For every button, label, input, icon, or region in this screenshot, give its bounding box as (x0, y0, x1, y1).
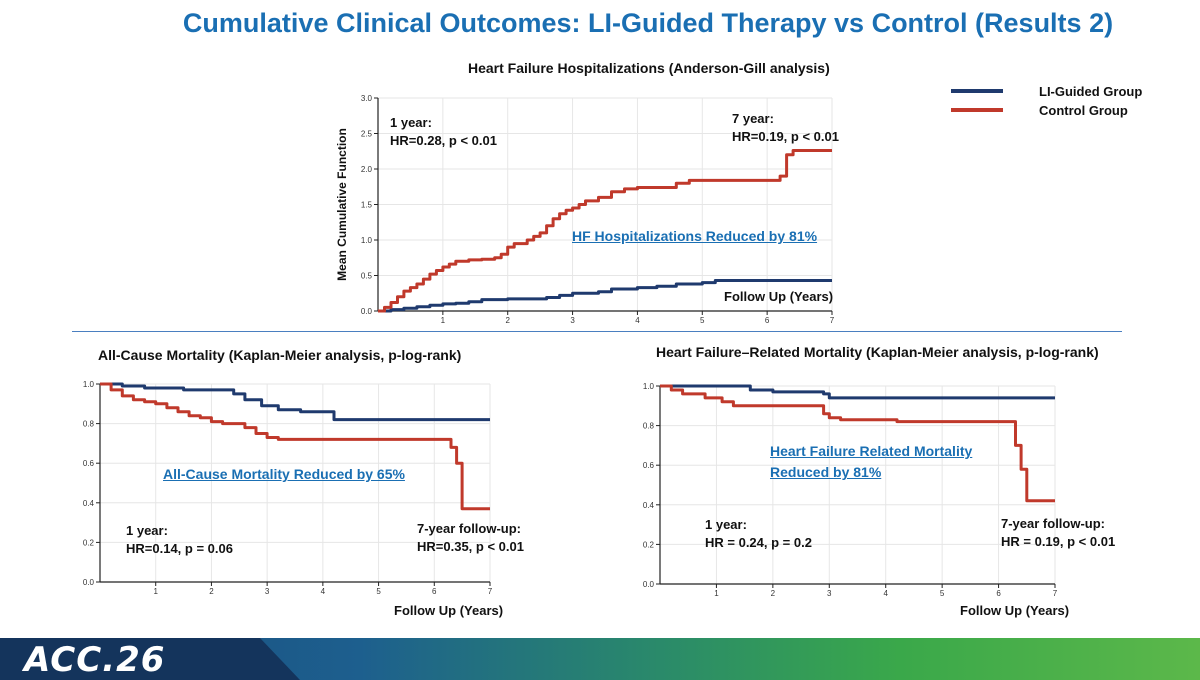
chart1-xtick-label: 4 (635, 316, 640, 325)
chart1-title: Heart Failure Hospitalizations (Anderson… (468, 60, 830, 76)
chart3-ytick-label: 0.8 (643, 422, 655, 431)
chart3-annotation-1yr-line1: 1 year: (705, 517, 747, 532)
chart1-xlabel: Follow Up (Years) (724, 289, 834, 304)
chart1-xtick-label: 2 (505, 316, 510, 325)
chart3-xtick-label: 4 (883, 589, 888, 598)
chart1-annotation-1yr-line1: 1 year: (390, 115, 432, 130)
chart1-xtick-label: 1 (441, 316, 446, 325)
chart2-series-control-group (100, 382, 490, 511)
chart2-xtick-label: 6 (432, 587, 437, 596)
chart1-callout: HF Hospitalizations Reduced by 81% (572, 228, 818, 244)
chart2-xtick-label: 5 (376, 587, 381, 596)
legend-control-label: Control Group (1039, 103, 1128, 118)
chart3-ytick-label: 0.4 (643, 501, 655, 510)
chart1-ylabel: Mean Cumulative Function (335, 128, 349, 281)
chart2-xtick-label: 3 (265, 587, 270, 596)
chart1-ytick-label: 1.5 (361, 201, 373, 210)
chart3-xtick-label: 6 (996, 589, 1001, 598)
all-cause-mortality-chart: 0.0 0.2 0.4 0.6 0.8 1.0 1 2 3 4 5 6 7 (83, 380, 493, 596)
chart2-annotation-1yr-line1: 1 year: (126, 523, 168, 538)
chart1-annotation-1yr: 1 year: HR=0.28, p < 0.01 (390, 114, 497, 150)
hf-hospitalizations-chart: 0.0 0.5 1.0 1.5 2.0 2.5 3.0 1 2 3 4 5 6 7 Mean Cumulat… (335, 94, 835, 325)
chart2-title: All-Cause Mortality (Kaplan-Meier analys… (98, 347, 462, 363)
chart3-series-li-guided-group (660, 384, 1055, 400)
chart1-annotation-7yr: 7 year: HR=0.19, p < 0.01 (732, 110, 839, 146)
chart1-annotation-7yr-line2: HR=0.19, p < 0.01 (732, 129, 839, 144)
chart1-ytick-label: 0.0 (361, 307, 373, 316)
chart2-annotation-7yr: 7-year follow-up: HR=0.35, p < 0.01 (417, 520, 524, 556)
chart2-ytick-label: 0.6 (83, 459, 95, 468)
chart3-xlabel: Follow Up (Years) (960, 603, 1070, 618)
chart1-ytick-label: 2.0 (361, 165, 373, 174)
chart2-annotation-1yr-line2: HR=0.14, p = 0.06 (126, 541, 233, 556)
chart1-xtick-label: 3 (570, 316, 575, 325)
chart3-xtick-label: 5 (940, 589, 945, 598)
chart1-annotation-7yr-line1: 7 year: (732, 111, 774, 126)
chart2-ytick-label: 0.8 (83, 420, 95, 429)
chart3-title: Heart Failure–Related Mortality (Kaplan-… (656, 343, 1126, 362)
chart1-xtick-label: 5 (700, 316, 705, 325)
chart1-ytick-label: 2.5 (361, 130, 373, 139)
footer-logo-panel (0, 638, 300, 680)
chart3-annotation-7yr: 7-year follow-up: HR = 0.19, p < 0.01 (1001, 515, 1115, 551)
chart1-ytick-label: 1.0 (361, 236, 373, 245)
chart2-annotation-1yr: 1 year: HR=0.14, p = 0.06 (126, 522, 233, 558)
slide-title: Cumulative Clinical Outcomes: LI-Guided … (182, 8, 1114, 38)
chart2-xtick-label: 1 (153, 587, 158, 596)
chart2-xtick-label: 2 (209, 587, 214, 596)
chart2-ytick-label: 0.2 (83, 538, 95, 547)
chart1-series-control-group (378, 149, 832, 313)
chart3-callout-text: Heart Failure Related Mortality Reduced … (770, 443, 973, 480)
footer-banner: ACC.26 (0, 638, 1200, 680)
chart3-xtick-label: 1 (714, 589, 719, 598)
chart2-annotation-7yr-line1: 7-year follow-up: (417, 521, 522, 536)
legend-li-guided-label: LI-Guided Group (1039, 84, 1143, 99)
legend-li-guided-swatch (951, 89, 1003, 93)
chart3-xtick-label: 7 (1053, 589, 1058, 598)
chart2-annotation-7yr-line2: HR=0.35, p < 0.01 (417, 539, 524, 554)
chart3-series-control-group (660, 384, 1055, 503)
chart1-annotation-1yr-line2: HR=0.28, p < 0.01 (390, 133, 497, 148)
section-divider (72, 331, 1122, 332)
chart1-ytick-label: 3.0 (361, 94, 373, 103)
chart3-annotation-1yr-line2: HR = 0.24, p = 0.2 (705, 535, 812, 550)
chart3-callout: Heart Failure Related Mortality Reduced … (770, 441, 1010, 483)
chart2-xtick-label: 7 (488, 587, 493, 596)
chart3-title-text: Heart Failure–Related Mortality (Kaplan-… (656, 344, 1099, 360)
chart2-ytick-label: 0.4 (83, 499, 95, 508)
chart2-xtick-label: 4 (321, 587, 326, 596)
chart3-xtick-label: 2 (771, 589, 776, 598)
chart1-xtick-label: 6 (765, 316, 770, 325)
chart3-ytick-label: 0.0 (643, 580, 655, 589)
chart3-annotation-7yr-line2: HR = 0.19, p < 0.01 (1001, 534, 1116, 549)
chart3-ytick-label: 0.2 (643, 540, 655, 549)
chart3-annotation-7yr-line1: 7-year follow-up: (1001, 516, 1106, 531)
chart3-xtick-label: 3 (827, 589, 832, 598)
chart2-series-li-guided-group (100, 382, 490, 422)
chart1-xtick-label: 7 (830, 316, 835, 325)
chart3-ytick-label: 0.6 (643, 461, 655, 470)
hf-related-mortality-chart: 0.0 0.2 0.4 0.6 0.8 1.0 1 2 3 4 5 6 7 (643, 382, 1058, 598)
chart3-ytick-label: 1.0 (643, 382, 655, 391)
chart2-ytick-label: 1.0 (83, 380, 95, 389)
chart1-series-li-guided-group (378, 279, 832, 313)
chart2-callout: All-Cause Mortality Reduced by 65% (163, 466, 405, 482)
chart2-ytick-label: 0.0 (83, 578, 95, 587)
acc-logo: ACC.26 (24, 640, 166, 680)
legend-control-swatch (951, 108, 1003, 112)
chart2-xlabel: Follow Up (Years) (394, 603, 504, 618)
chart1-ytick-label: 0.5 (361, 272, 373, 281)
chart3-annotation-1yr: 1 year: HR = 0.24, p = 0.2 (705, 516, 812, 552)
